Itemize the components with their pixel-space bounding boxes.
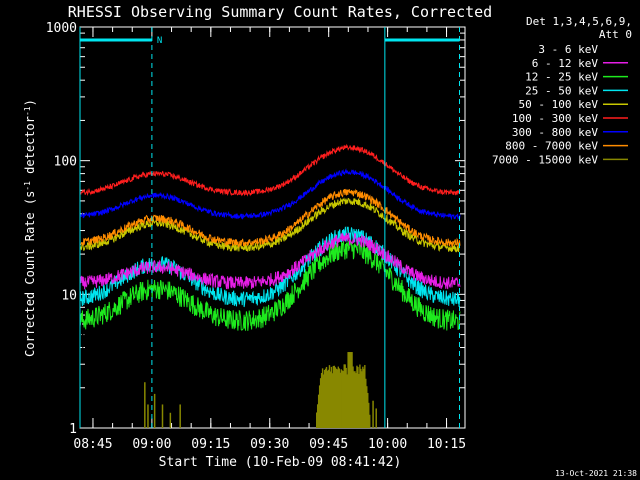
- x-tick-label: 09:45: [309, 437, 348, 452]
- footer-timestamp: 13-Oct-2021 21:38: [555, 469, 637, 478]
- annotation-label: N: [157, 36, 162, 46]
- y-tick-label: 1000: [46, 21, 77, 36]
- x-axis-title: Start Time (10-Feb-09 08:41:42): [159, 455, 402, 470]
- series-line: [79, 238, 461, 331]
- x-tick-label: 10:15: [427, 437, 466, 452]
- series-line: [79, 188, 461, 249]
- legend-label: 25 - 50 keV: [525, 84, 598, 97]
- y-axis-title-part: Corrected Count Rate (s: [23, 191, 37, 357]
- legend-label: 800 - 7000 keV: [505, 140, 598, 153]
- legend-label: 7000 - 15000 keV: [492, 153, 598, 166]
- legend-label: 6 - 12 keV: [532, 57, 599, 70]
- x-tick-label: 09:00: [132, 437, 171, 452]
- y-tick-label: 100: [54, 155, 77, 170]
- legend-header-line: Det 1,3,4,5,6,9,: [526, 15, 632, 28]
- y-axis-title-superscript: -1: [23, 106, 32, 116]
- y-tick-label: 10: [61, 288, 77, 303]
- series-line: [79, 253, 461, 356]
- y-axis-title-part: ): [23, 99, 37, 106]
- legend-label: 100 - 300 keV: [512, 112, 598, 125]
- y-tick-label: 1: [69, 422, 77, 437]
- legend-label: 50 - 100 keV: [519, 98, 599, 111]
- plot-area: 1 10 100 1000 08:45 09:00 09:15 09:30 09:45 10:00…: [46, 21, 466, 452]
- x-tick-label: 09:15: [191, 437, 230, 452]
- y-axis-title-part: detector: [23, 116, 37, 181]
- legend-label: 12 - 25 keV: [525, 71, 598, 84]
- x-tick-label: 10:00: [368, 437, 407, 452]
- series-line: [79, 197, 461, 253]
- chart-title: RHESSI Observing Summary Count Rates, Co…: [68, 3, 492, 21]
- x-tick-label: 09:30: [250, 437, 289, 452]
- legend-label: 3 - 6 keV: [538, 43, 598, 56]
- x-tick-label: 08:45: [73, 437, 112, 452]
- series-line: [79, 143, 461, 197]
- y-axis-title: Corrected Count Rate (s-1 detector-1): [23, 99, 38, 357]
- y-axis-title-superscript: -1: [23, 181, 32, 191]
- legend-header-line: Att 0: [599, 28, 632, 41]
- series-line: [79, 232, 461, 290]
- series-line: [79, 168, 461, 221]
- legend-label: 300 - 800 keV: [512, 126, 598, 139]
